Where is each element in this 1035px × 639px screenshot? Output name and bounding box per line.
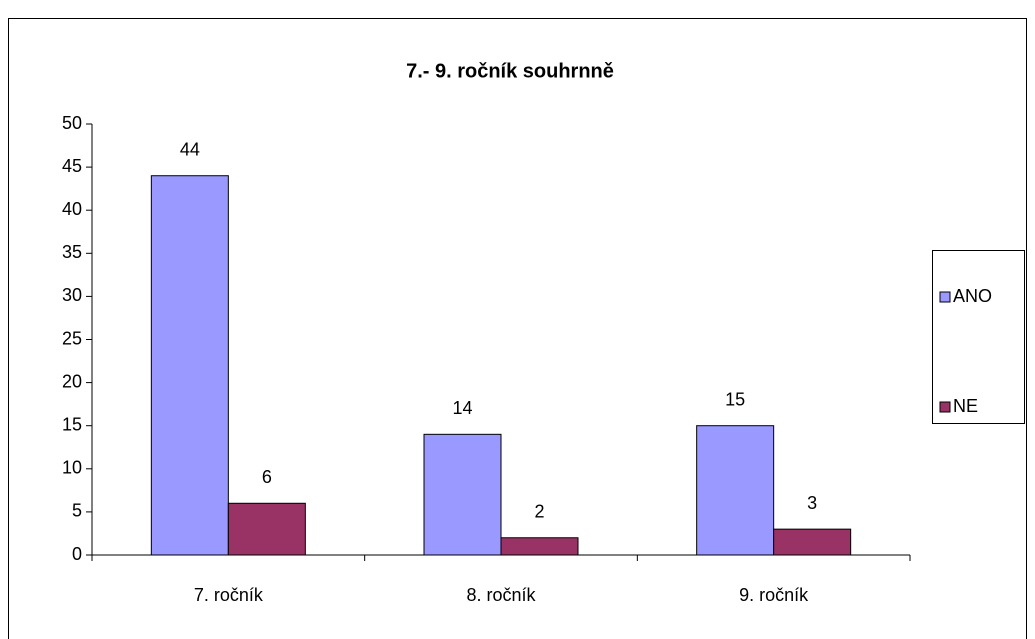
value-label: 44	[180, 139, 200, 159]
y-tick-label: 30	[62, 285, 82, 305]
y-tick-label: 20	[62, 371, 82, 391]
bar	[423, 433, 502, 556]
y-tick-label: 10	[62, 458, 82, 478]
chart-title: 7.- 9. ročník souhrnně	[406, 60, 614, 82]
x-tick-label: 7. ročník	[194, 585, 264, 605]
y-tick-label: 45	[62, 156, 82, 176]
y-tick-label: 25	[62, 328, 82, 348]
y-tick-label: 35	[62, 242, 82, 262]
legend-swatch	[939, 401, 951, 413]
legend-label: ANO	[953, 286, 992, 306]
bar	[773, 528, 852, 556]
bar	[500, 537, 579, 556]
legend-label: NE	[953, 396, 978, 416]
value-label: 14	[452, 398, 472, 418]
value-label: 6	[262, 467, 272, 487]
y-tick-label: 40	[62, 199, 82, 219]
legend	[932, 250, 1025, 424]
value-label: 2	[534, 502, 544, 522]
y-tick-label: 15	[62, 414, 82, 434]
y-tick-label: 50	[62, 113, 82, 133]
y-tick-label: 0	[72, 544, 82, 564]
x-tick-label: 9. ročník	[739, 585, 809, 605]
y-tick-label: 5	[72, 501, 82, 521]
bar	[227, 502, 306, 556]
legend-swatch	[939, 291, 951, 303]
x-tick-label: 8. ročník	[466, 585, 536, 605]
bar	[150, 175, 229, 556]
bar	[696, 425, 775, 556]
value-label: 3	[807, 493, 817, 513]
value-label: 15	[725, 389, 745, 409]
